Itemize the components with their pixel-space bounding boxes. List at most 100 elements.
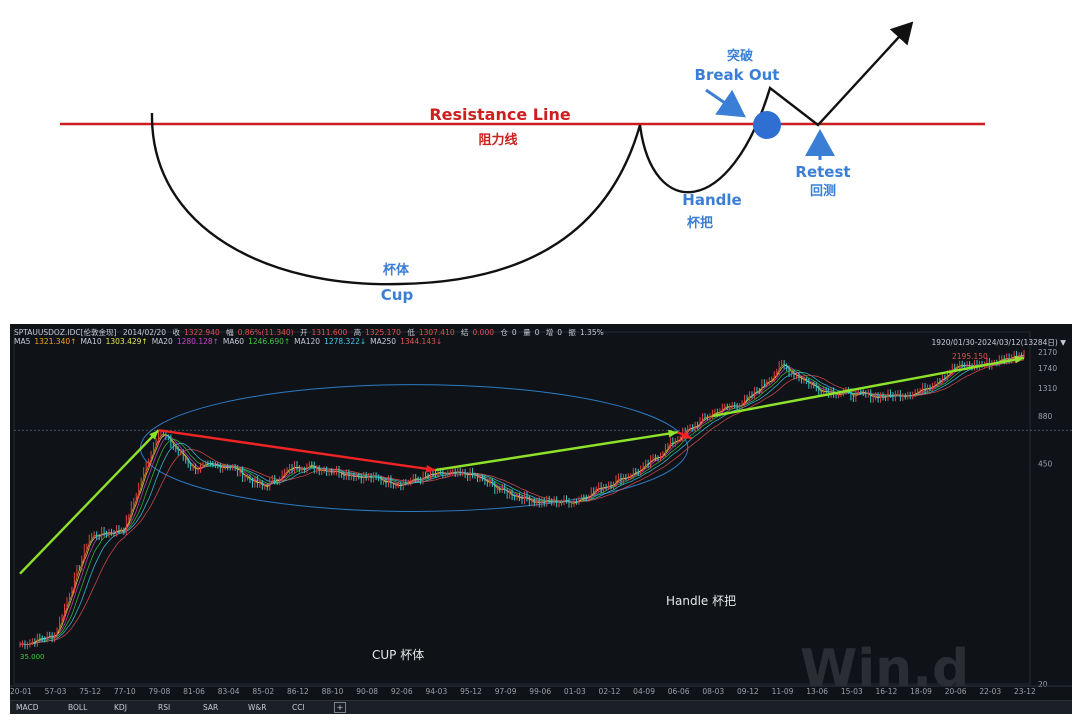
x-tick-label: 01-03 [564,687,586,696]
handle-cn-label: 杯把 [687,215,713,231]
ma-legend-name: MA60 [222,337,245,346]
x-tick-label: 57-03 [45,687,67,696]
ma-legend-value: 1303.429↑ [105,337,148,346]
x-tick-label: 09-12 [737,687,759,696]
date-range-selector[interactable]: 1920/01/30-2024/03/12(13284日) ▼ [931,338,1066,347]
ma-legend-value: 1321.340↑ [34,337,77,346]
amp-label: 振 [568,328,576,337]
x-tick-label: 85-02 [252,687,274,696]
x-tick-label: 90-08 [356,687,378,696]
quote-header: SPTAUUSDOZ.IDC[伦敦金现] 2014/02/20 收 1322.94… [14,327,608,338]
trend-arrow-line [712,356,1025,418]
trend-arrow-head [425,464,436,473]
amount-label: 量 [523,328,531,337]
plot-frame [13,331,1031,685]
x-tick-label: 20-01 [10,687,32,696]
breakout-label: Break Out [695,66,780,84]
y-tick-label: 880 [1038,412,1053,421]
amp-value: 1.35% [579,328,604,337]
low-value: 1307.410 [418,328,455,337]
ma-legend-name: MA10 [80,337,102,346]
gold-price-chart: 2170 1740 1310 880 450 20 20-01 57-03 75-12 77-1… [10,324,1072,714]
ma-line [19,357,1025,645]
y-tick-label: 1310 [1038,384,1057,393]
x-tick-label: 20-06 [945,687,967,696]
handle-annotation: Handle 杯把 [666,594,736,608]
cup-and-handle-diagram: Resistance Line 阻力线 突破 Break Out Retest … [60,21,985,304]
ma-legend-name: MA120 [294,337,321,346]
high-value: 1325.170 [365,328,401,337]
x-tick-label: 95-12 [460,687,482,696]
tab-sar[interactable]: SAR [203,703,219,712]
cup-ellipse [139,384,689,512]
instrument-title: SPTAUUSDOZ.IDC[伦敦金现] [14,328,117,337]
open-value: 1311.600 [311,328,348,337]
retest-label: Retest [795,163,850,181]
cup-cn-label: 杯体 [383,262,410,278]
add-value: 0 [557,328,563,337]
tab-rsi[interactable]: RSI [158,703,171,712]
min-price-label: 35.000 [20,653,45,661]
cup-curve [150,112,642,286]
trend-arrow-line [435,431,678,472]
tab-kdj[interactable]: KDJ [114,703,127,712]
trend-arrow-head [681,431,692,439]
x-tick-label: 86-12 [287,687,309,696]
hold-label: 仓 [500,328,508,337]
x-tick-label: 04-09 [633,687,655,696]
resistance-label: Resistance Line [429,105,571,124]
trend-arrow-head [149,430,159,440]
ma-legend-name: MA20 [151,337,173,346]
close-value: 1322.940 [183,328,220,337]
add-indicator-button[interactable]: + [334,702,346,713]
x-tick-label: 16-12 [876,687,898,696]
resistance-cn-label: 阻力线 [478,132,517,148]
trend-arrow-head [668,429,678,438]
settle-value: 0.000 [472,328,494,337]
y-tick-label: 2170 [1038,348,1057,357]
cup-label: Cup [381,286,414,304]
x-tick-label: 18-09 [910,687,932,696]
trend-arrow-head [1014,355,1024,364]
x-tick-label: 83-04 [218,687,240,696]
y-tick-label: 450 [1038,460,1053,469]
handle-curve [638,21,914,194]
watermark: Win.d [800,639,969,699]
tab-boll[interactable]: BOLL [68,703,88,712]
handle-label: Handle [682,191,741,209]
x-tick-label: 92-06 [391,687,413,696]
x-tick-label: 77-10 [114,687,136,696]
y-tick-label: 1740 [1038,364,1057,373]
x-tick-label: 15-03 [841,687,863,696]
y-tick-label: 20 [1038,680,1048,689]
tab-cci[interactable]: CCI [292,703,305,712]
low-label: 低 [407,328,415,337]
x-tick-label: 02-12 [599,687,621,696]
amount-value: 0 [534,328,540,337]
x-tick-label: 99-06 [529,687,551,696]
trend-arrow-line [158,429,436,472]
price-chart-canvas: 2170 1740 1310 880 450 20 20-01 57-03 75-12 77-1… [10,331,1072,699]
change-value: 0.86%(11.340) [237,328,294,337]
ma-legend-value: 1280.128↑ [176,337,219,346]
x-tick-label: 13-06 [806,687,828,696]
x-tick-label: 75-12 [79,687,101,696]
ma-legend-name: MA250 [370,337,397,346]
ma-legend-value: 1278.322↓ [324,337,367,346]
open-label: 开 [299,328,308,337]
quote-date: 2014/02/20 [122,328,167,337]
ma-legend-value: 1246.690↑ [248,337,291,346]
ma-legend-name: MA5 [14,337,31,346]
max-price-label: 2195.150 [952,352,988,361]
ma-legend: MA5 1321.340↑ MA10 1303.429↑ MA20 1280.128↑ MA… [14,337,446,346]
indicator-tabs: MACD BOLL KDJ RSI SAR W&R CCI + [10,700,1072,714]
tab-wr[interactable]: W&R [248,703,267,712]
trend-arrow-line [19,429,160,575]
x-tick-label: 94-03 [425,687,447,696]
x-tick-label: 06-06 [668,687,690,696]
date-range-text: 1920/01/30-2024/03/12(13284日) [931,338,1058,347]
ma-line [19,359,1025,645]
tab-macd[interactable]: MACD [16,703,39,712]
breakout-cn-label: 突破 [727,48,753,64]
high-label: 高 [353,328,362,337]
